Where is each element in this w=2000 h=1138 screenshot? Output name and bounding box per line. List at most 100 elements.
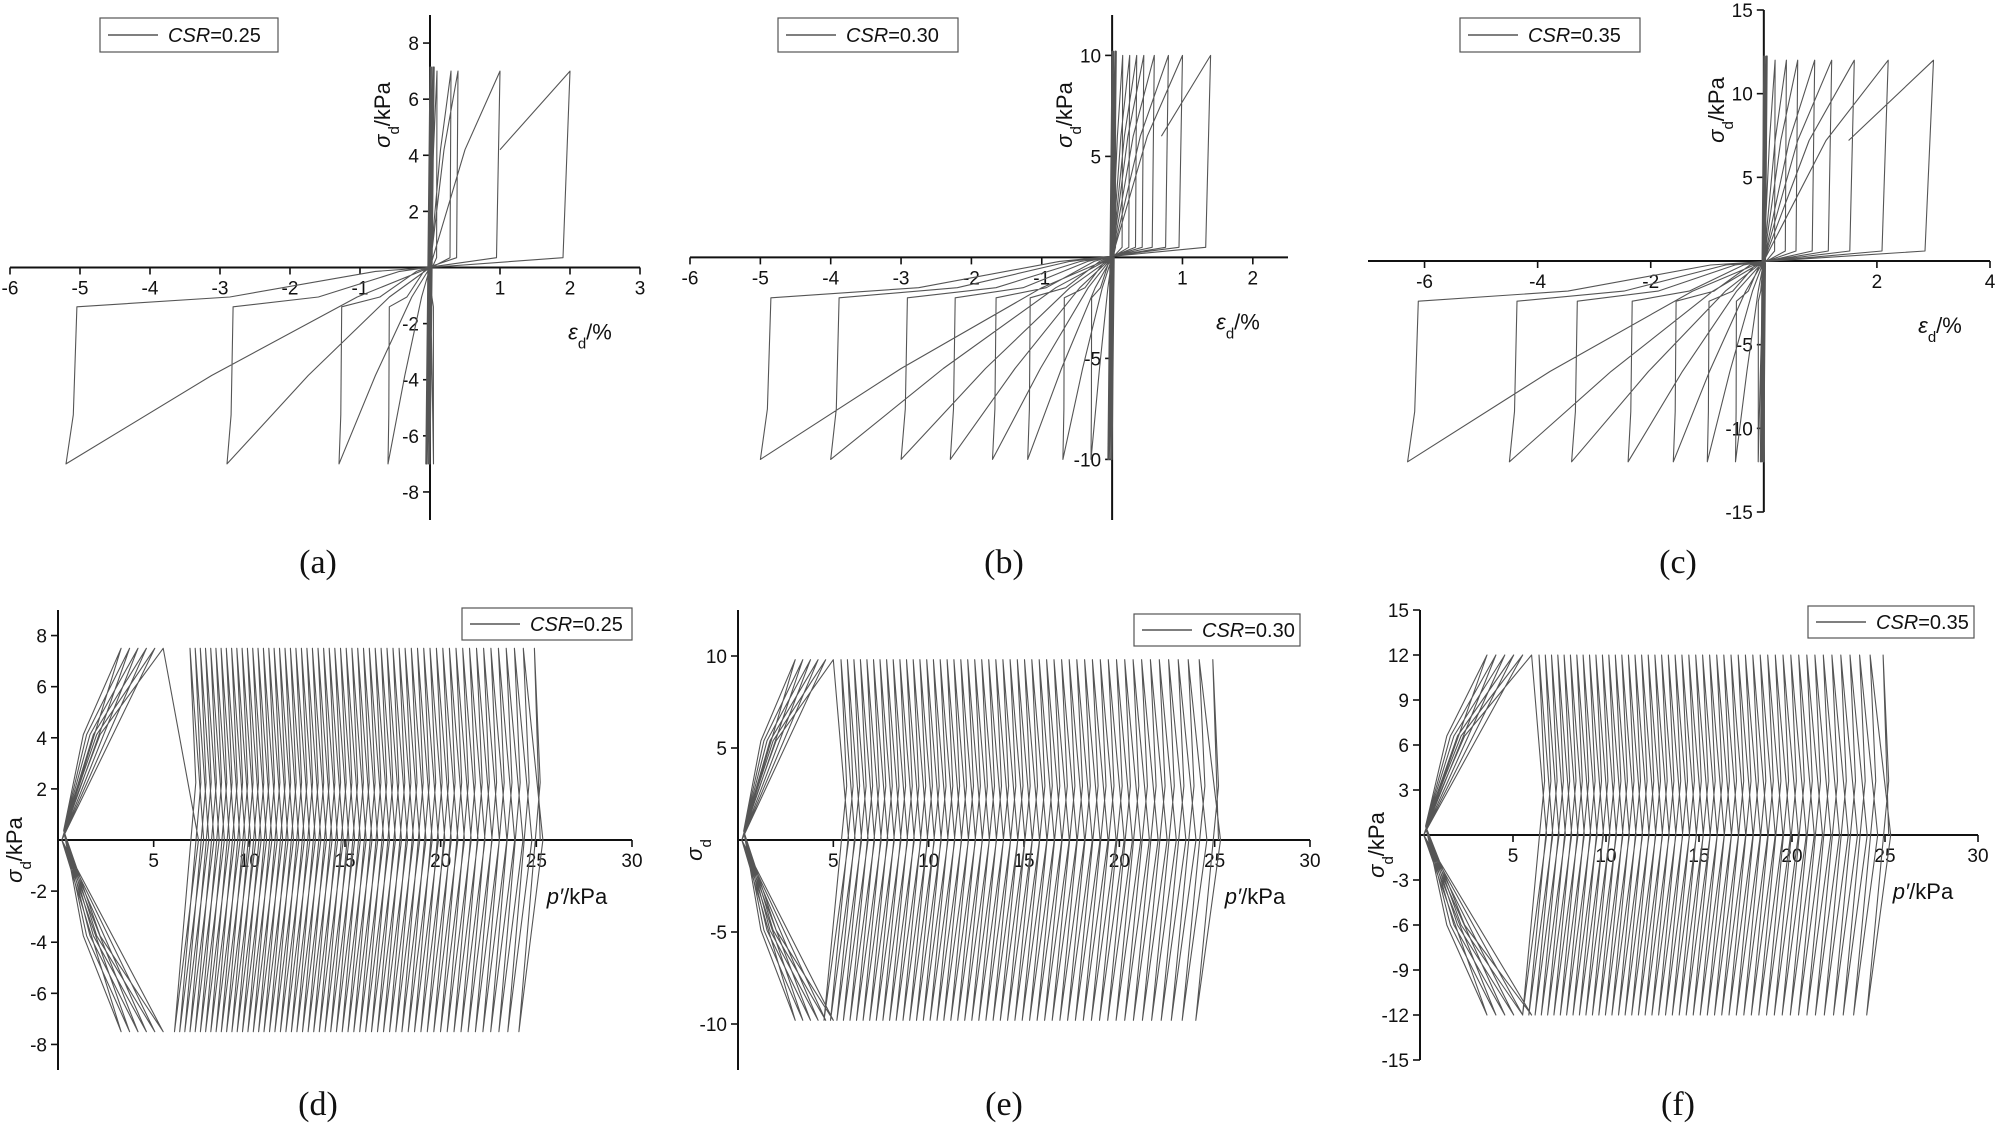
x-tick-label: -3 (212, 279, 229, 300)
chart-f: 5 10 15 20 25 30-15-12-9-6-33691215CSR=0.35p′… (1364, 601, 1989, 1123)
chart-a: -6 -5 -4 -3 -2 -1 1 2 3-8-6-4-22468CSR=0.25εd/%σ… (2, 15, 646, 581)
x-tick-label: 20 (1781, 846, 1802, 867)
legend: CSR=0.30 (1133, 613, 1301, 647)
y-tick-label: -6 (30, 984, 47, 1005)
y-tick-label: -8 (402, 483, 419, 504)
x-tick-label: 5 (828, 851, 839, 872)
y-tick-label: -15 (1382, 1051, 1409, 1072)
y-tick-label: 4 (36, 729, 47, 750)
x-tick-label: 5 (148, 851, 159, 872)
panel-caption: (b) (984, 544, 1024, 581)
y-tick-label: 5 (1742, 168, 1753, 189)
x-tick-label: 25 (1204, 851, 1225, 872)
y-tick-label: 4 (408, 146, 419, 167)
x-tick-label: 3 (635, 279, 646, 300)
x-tick-label: -6 (1416, 272, 1433, 293)
y-tick-label: -8 (30, 1035, 47, 1056)
y-axis-title: σd/kPa (1364, 811, 1397, 877)
x-tick-label: 4 (1985, 272, 1996, 293)
y-axis-title: σd (682, 839, 715, 861)
x-tick-label: -5 (72, 279, 89, 300)
legend: CSR=0.35 (1459, 17, 1641, 53)
x-tick-label: -1 (1033, 268, 1050, 289)
legend-label: CSR=0.30 (846, 25, 939, 47)
legend-label: CSR=0.30 (1202, 620, 1295, 642)
x-tick-label: 1 (1177, 268, 1188, 289)
x-tick-label: 25 (526, 851, 547, 872)
y-tick-label: -4 (30, 933, 47, 954)
legend-label: CSR=0.25 (530, 614, 623, 636)
x-tick-label: -6 (2, 279, 19, 300)
y-tick-label: 6 (36, 678, 47, 699)
x-tick-label: 1 (495, 279, 506, 300)
y-tick-label: 2 (36, 780, 47, 801)
legend-box (99, 17, 279, 53)
x-tick-label: -4 (1529, 272, 1546, 293)
x-axis-title: p′/kPa (1892, 879, 1954, 904)
x-tick-label: -2 (963, 268, 980, 289)
x-tick-label: 30 (621, 851, 642, 872)
x-tick-label: 2 (1872, 272, 1883, 293)
y-tick-label: 6 (408, 90, 419, 111)
x-axis-title: p′/kPa (546, 884, 608, 909)
y-tick-label: -2 (402, 315, 419, 336)
y-axis-title: σd/kPa (2, 816, 35, 882)
x-tick-label: -6 (682, 268, 699, 289)
y-tick-label: 8 (408, 34, 419, 55)
x-tick-label: 10 (239, 851, 260, 872)
y-tick-label: -9 (1392, 961, 1409, 982)
chart-c: -6 -4 -2 2 4-15-10-551015CSR=0.35εd/%σd/kPa(… (1368, 1, 1996, 581)
x-tick-label: 2 (565, 279, 576, 300)
legend-label: CSR=0.35 (1528, 25, 1621, 47)
panel-caption: (a) (299, 544, 337, 581)
legend: CSR=0.35 (1807, 605, 1975, 639)
series-line (1407, 55, 1935, 463)
y-tick-label: -5 (1084, 349, 1101, 370)
x-axis-title: εd/% (1918, 313, 1962, 346)
x-tick-label: 2 (1248, 268, 1259, 289)
x-axis-title: εd/% (1216, 309, 1260, 342)
x-axis-title: εd/% (568, 320, 612, 353)
y-tick-label: 2 (408, 202, 419, 223)
y-tick-label: -15 (1725, 503, 1752, 524)
x-tick-label: -4 (142, 279, 159, 300)
y-tick-label: -5 (710, 923, 727, 944)
series-line (65, 66, 571, 465)
y-tick-label: -12 (1382, 1006, 1409, 1027)
x-tick-label: 30 (1299, 851, 1320, 872)
legend-label: CSR=0.35 (1876, 612, 1969, 634)
panel-caption: (e) (985, 1086, 1023, 1123)
series-line (759, 50, 1212, 460)
y-tick-label: -6 (1392, 916, 1409, 937)
x-tick-label: -4 (822, 268, 839, 289)
y-tick-label: 15 (1388, 601, 1409, 622)
series-line (1423, 654, 1892, 1016)
y-axis-title: σd/kPa (1052, 81, 1085, 147)
y-tick-label: 5 (716, 739, 727, 760)
y-tick-label: 3 (1398, 781, 1409, 802)
y-tick-label: 8 (36, 627, 47, 648)
chart-d: 5 10 15 20 25 30-8-6-4-22468CSR=0.25p′/kPaσd/… (2, 607, 643, 1123)
y-tick-label: 10 (1080, 46, 1101, 67)
x-tick-label: 30 (1967, 846, 1988, 867)
series-line (741, 659, 1222, 1021)
legend-label: CSR=0.25 (168, 25, 261, 47)
x-tick-label: 10 (918, 851, 939, 872)
x-tick-label: -3 (893, 268, 910, 289)
y-tick-label: 15 (1732, 1, 1753, 22)
panel-caption: (c) (1659, 544, 1697, 581)
legend: CSR=0.25 (461, 607, 633, 641)
y-axis-title: σd/kPa (1704, 76, 1737, 142)
y-tick-label: 10 (706, 647, 727, 668)
x-tick-label: -5 (752, 268, 769, 289)
y-tick-label: 5 (1091, 147, 1102, 168)
series-line (61, 647, 544, 1033)
y-tick-label: 12 (1388, 646, 1409, 667)
legend: CSR=0.30 (777, 17, 959, 53)
legend: CSR=0.25 (99, 17, 279, 53)
x-tick-label: -2 (282, 279, 299, 300)
chart-b: -6 -5 -4 -3 -2 -1 1 2 -10 -5 5 10 CSR=0.30 εd/% σd/kPa… (682, 15, 1288, 581)
y-tick-label: -10 (700, 1015, 727, 1036)
